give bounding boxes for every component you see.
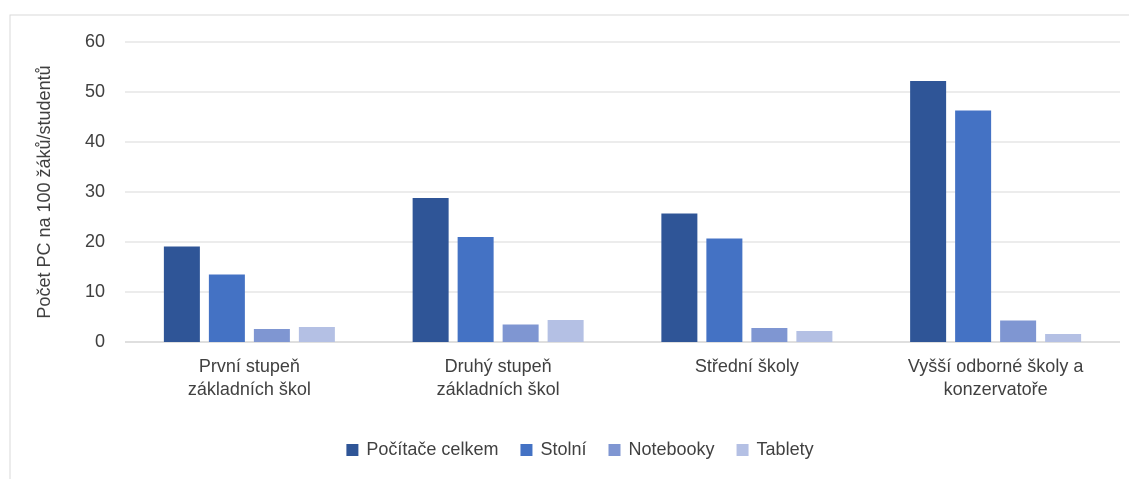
y-tick-label: 50 [85, 81, 105, 101]
bar [208, 274, 245, 342]
x-tick-label: Vyšší odborné školy a konzervatoře [907, 356, 1084, 399]
legend-swatch [520, 444, 533, 456]
legend-label: Tablety [757, 439, 814, 459]
bar [502, 324, 539, 342]
y-tick-label: 40 [85, 131, 105, 151]
bar [955, 110, 992, 342]
chart-border [9, 14, 1129, 479]
bar [910, 81, 947, 342]
x-tick-label: Druhý stupeň základních škol [436, 356, 560, 399]
bar [706, 238, 743, 342]
y-tick-label: 30 [85, 181, 105, 201]
bar [661, 213, 698, 342]
bar [457, 237, 494, 342]
y-tick-label: 60 [85, 31, 105, 51]
bar [547, 320, 584, 342]
y-tick-label: 10 [85, 281, 105, 301]
bar [163, 246, 200, 342]
legend-swatch [736, 444, 749, 456]
x-tick-label: První stupeň základních škol [187, 356, 311, 399]
x-tick-label: Střední školy [694, 356, 799, 376]
bar [751, 328, 788, 342]
bar [1000, 320, 1037, 342]
bar [412, 198, 449, 342]
bar [298, 327, 335, 342]
bar [253, 329, 290, 342]
legend-label: Stolní [540, 439, 586, 459]
bar [796, 331, 833, 342]
legend-label: Notebooky [628, 439, 714, 459]
legend-label: Počítače celkem [366, 439, 498, 459]
legend-swatch [346, 444, 359, 456]
legend-swatch [608, 444, 621, 456]
bar [1045, 334, 1082, 342]
y-tick-label: 20 [85, 231, 105, 251]
y-axis-label: Počet PC na 100 žáků/studentů [34, 65, 54, 318]
y-tick-label: 0 [95, 331, 105, 351]
